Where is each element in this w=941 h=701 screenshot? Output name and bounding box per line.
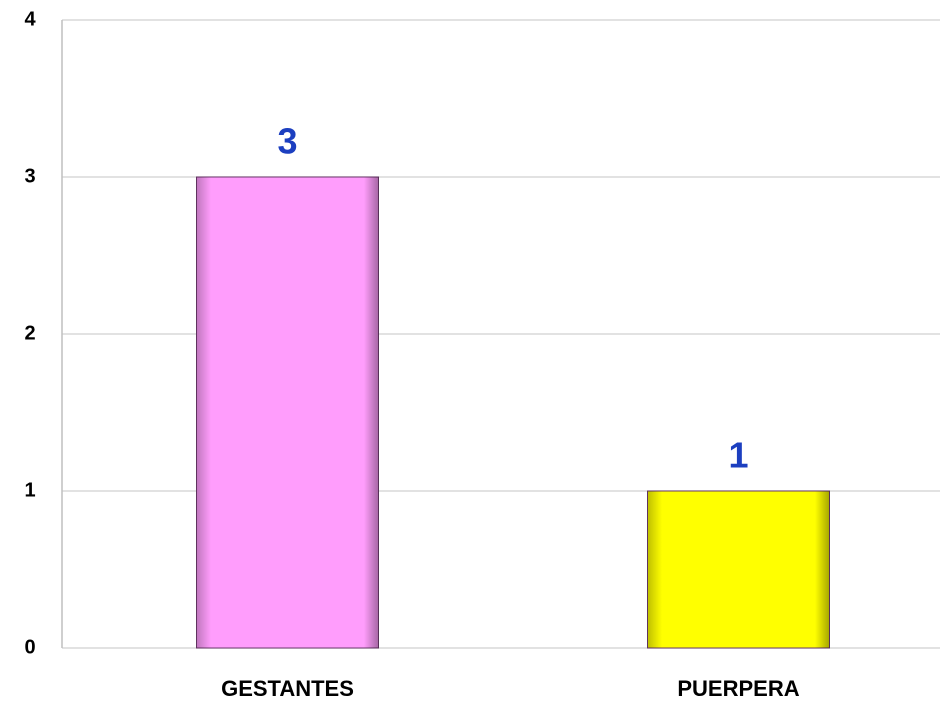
x-tick-label: PUERPERA xyxy=(677,676,799,701)
bar-shade xyxy=(196,177,379,648)
y-tick-label: 1 xyxy=(24,479,35,501)
y-tick-label: 2 xyxy=(24,322,35,344)
bar-group xyxy=(647,490,830,649)
bar-group xyxy=(196,176,379,649)
value-label: 3 xyxy=(277,121,297,162)
x-tick-label: GESTANTES xyxy=(221,676,354,701)
bar-shade xyxy=(647,491,830,648)
y-tick-label: 0 xyxy=(24,636,35,658)
y-tick-label: 3 xyxy=(24,165,35,187)
value-label: 1 xyxy=(728,435,748,476)
y-tick-label: 4 xyxy=(24,8,36,30)
